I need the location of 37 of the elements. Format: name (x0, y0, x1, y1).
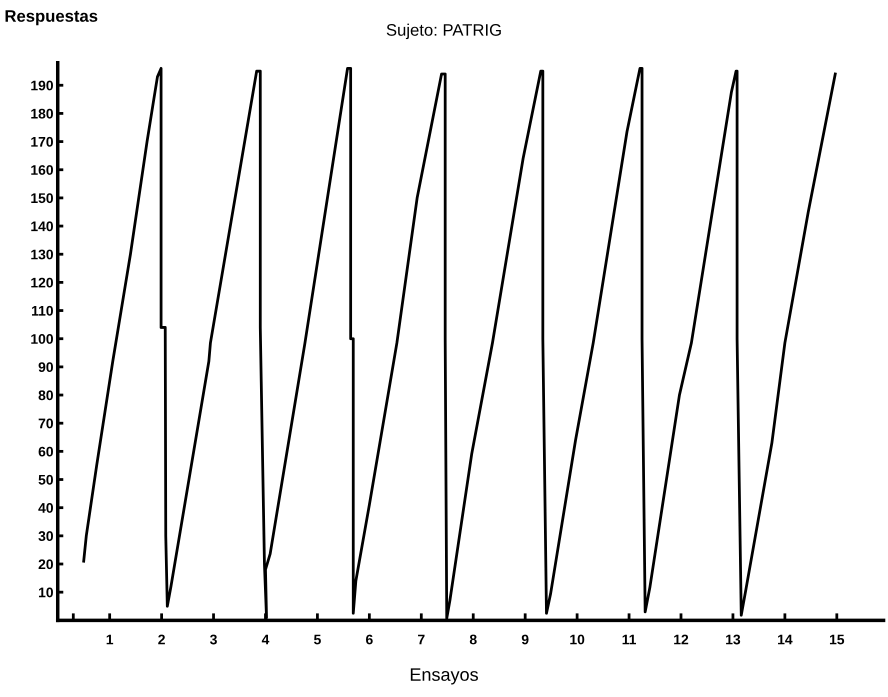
y-tick-label: 80 (38, 390, 53, 400)
y-tick-label: 150 (31, 193, 53, 204)
y-tick-label: 110 (32, 306, 53, 316)
x-tick-label: 1 (106, 634, 114, 644)
y-tick-label: 190 (31, 80, 53, 90)
y-tick-label: 180 (31, 108, 53, 119)
x-tick-label: 2 (158, 634, 165, 644)
y-tick-label: 90 (38, 362, 53, 372)
y-axis-title: Respuestas (6, 10, 98, 26)
x-tick-label: 4 (262, 634, 270, 644)
x-tick-label: 3 (210, 634, 217, 644)
x-tick-label: 7 (418, 634, 425, 644)
y-tick-label: 160 (31, 165, 53, 175)
x-tick-label: 15 (830, 634, 844, 644)
y-tick-label: 20 (38, 559, 53, 570)
y-tick-label: 10 (38, 588, 53, 598)
y-tick-label: 170 (31, 136, 53, 147)
y-tick-label: 60 (38, 446, 53, 457)
y-tick-label: 120 (31, 278, 53, 288)
x-tick-label: 13 (726, 634, 740, 644)
chart-title: Sujeto: PATRIG (386, 24, 501, 40)
x-tick-label: 9 (522, 634, 529, 644)
x-tick-label: 6 (366, 634, 373, 644)
y-tick-label: 40 (38, 503, 53, 513)
x-tick-label: 10 (570, 634, 584, 644)
x-tick-label: 14 (778, 634, 793, 644)
x-axis-title: Ensayos (410, 668, 478, 685)
y-tick-label: 130 (31, 250, 53, 260)
y-tick-label: 100 (31, 334, 53, 344)
y-tick-label: 70 (38, 418, 53, 428)
y-tick-label: 140 (31, 221, 53, 232)
x-tick-label: 5 (314, 634, 321, 644)
x-tick-label: 11 (622, 634, 636, 644)
x-tick-label: 8 (470, 634, 477, 644)
y-tick-label: 50 (38, 474, 53, 485)
x-tick-label: 12 (674, 634, 688, 644)
y-tick-label: 30 (38, 531, 53, 542)
